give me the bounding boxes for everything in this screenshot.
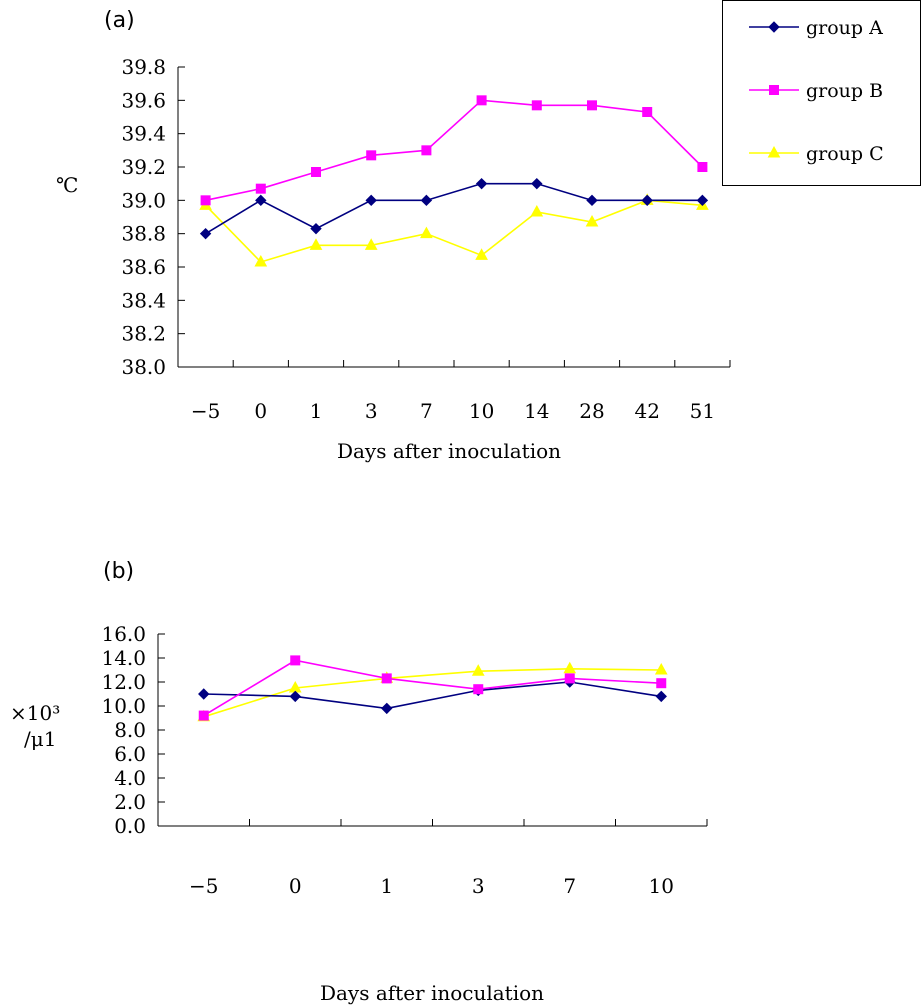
a-point-group-C <box>364 238 378 250</box>
a-ytick-label: 39.4 <box>121 122 166 146</box>
a-point-group-B <box>476 95 487 106</box>
a-ytick-label: 38.6 <box>121 255 166 279</box>
a-point-group-C <box>475 248 488 260</box>
a-ytick-label: 39.6 <box>121 88 166 112</box>
a-point-group-A <box>641 194 653 207</box>
b-xtick-label: 7 <box>563 874 576 898</box>
b-series-line-group-B <box>203 659 662 717</box>
panel-a-ylabel: ℃ <box>56 173 78 197</box>
panel-a-label: (a) <box>104 8 135 33</box>
b-xtick-label: −5 <box>189 874 218 898</box>
a-point-group-B <box>697 162 708 172</box>
a-ytick-label: 39.8 <box>121 55 166 79</box>
a-series-line-group-A <box>205 182 703 235</box>
b-point-group-B <box>564 673 575 684</box>
a-point-group-B <box>531 100 542 111</box>
a-point-group-A <box>586 194 598 207</box>
panel-b-ylabel-line2: /μ1 <box>24 727 56 751</box>
b-ytick-label: 2.0 <box>114 790 146 814</box>
b-point-group-C <box>471 664 485 676</box>
b-point-group-B <box>473 684 484 695</box>
a-xtick-label: 3 <box>365 399 378 423</box>
b-ytick-label: 6.0 <box>114 742 146 766</box>
a-xtick-label: 42 <box>634 399 659 423</box>
a-point-group-A <box>475 177 488 190</box>
b-point-group-A <box>655 690 667 703</box>
b-ytick-label: 10.0 <box>101 694 146 718</box>
a-point-group-C <box>254 254 268 267</box>
b-point-group-B <box>290 655 301 666</box>
panel-b-ylabel-line1: ×10³ <box>10 701 60 725</box>
a-point-group-C <box>420 226 433 239</box>
a-ytick-label: 38.8 <box>121 222 166 246</box>
a-xtick-label: 7 <box>420 399 433 423</box>
legend-marker-group-B <box>769 85 779 95</box>
panel-b-label: (b) <box>103 559 134 584</box>
a-point-group-B <box>421 145 432 156</box>
b-ytick-label: 14.0 <box>101 646 146 670</box>
a-point-group-C <box>309 238 323 250</box>
b-xtick-label: 10 <box>649 874 674 898</box>
a-series-line-group-C <box>205 199 703 263</box>
a-point-group-B <box>311 167 321 177</box>
legend-label-group-A: group A <box>806 17 883 39</box>
a-point-group-C <box>585 214 599 227</box>
b-point-group-C <box>563 661 577 674</box>
panel-b-chart: (b) ×10³ /μ1 0.02.04.06.08.010.012.014.0… <box>10 559 708 1005</box>
b-xtick-label: 1 <box>380 874 393 898</box>
b-ytick-label: 16.0 <box>101 622 146 646</box>
a-xtick-label: 10 <box>469 399 494 423</box>
a-ytick-label: 39.0 <box>121 188 166 212</box>
b-ytick-label: 8.0 <box>114 718 146 742</box>
b-point-group-A <box>289 690 301 703</box>
a-point-group-A <box>696 194 709 207</box>
legend-marker-group-C <box>767 145 781 158</box>
a-ytick-label: 38.4 <box>121 288 166 312</box>
a-point-group-B <box>587 100 597 111</box>
a-series-line-group-B <box>205 99 703 202</box>
b-ytick-label: 4.0 <box>114 766 146 790</box>
b-ytick-label: 0.0 <box>114 814 146 838</box>
legend-box <box>722 0 921 186</box>
a-ytick-label: 38.0 <box>121 355 166 379</box>
a-point-group-A <box>310 222 322 235</box>
a-point-group-A <box>255 194 267 207</box>
a-point-group-A <box>199 227 212 240</box>
a-xtick-label: 0 <box>254 399 267 423</box>
b-series-line-group-C <box>203 667 662 718</box>
b-point-group-C <box>654 662 668 675</box>
b-point-group-B <box>656 678 667 689</box>
a-point-group-A <box>531 177 543 190</box>
a-ytick-label: 38.2 <box>121 322 166 346</box>
legend-label-group-C: group C <box>806 143 884 165</box>
panel-a-chart: (a) ℃ 38.0 38.2 38.4 38.6 38.8 39.0 39.2 39.4 39… <box>56 8 731 463</box>
b-point-group-B <box>381 673 392 684</box>
panel-a-xlabel: Days after inoculation <box>337 439 561 463</box>
a-point-group-A <box>365 194 377 207</box>
a-ytick-label: 39.2 <box>121 155 166 179</box>
legend: group A group B group C <box>722 0 921 186</box>
legend-marker-group-A <box>768 21 780 33</box>
panel-b-xlabel: Days after inoculation <box>320 981 544 1005</box>
a-xtick-label: 28 <box>579 399 604 423</box>
legend-label-group-B: group B <box>806 80 883 102</box>
a-point-group-B <box>642 107 653 117</box>
b-ytick-label: 12.0 <box>101 670 146 694</box>
b-series-line-group-A <box>203 681 662 710</box>
a-xtick-label: 1 <box>310 399 323 423</box>
b-point-group-A <box>381 702 393 715</box>
b-point-group-B <box>198 710 209 721</box>
a-point-group-A <box>420 194 433 207</box>
a-point-group-B <box>200 195 211 206</box>
a-xtick-label: −5 <box>191 399 220 423</box>
b-point-group-A <box>198 688 210 700</box>
a-point-group-B <box>255 183 266 194</box>
a-point-group-B <box>366 150 377 161</box>
a-xtick-label: 51 <box>690 399 715 423</box>
a-point-group-C <box>530 204 544 217</box>
b-xtick-label: 0 <box>289 874 302 898</box>
b-xtick-label: 3 <box>472 874 485 898</box>
a-xtick-label: 14 <box>524 399 549 423</box>
